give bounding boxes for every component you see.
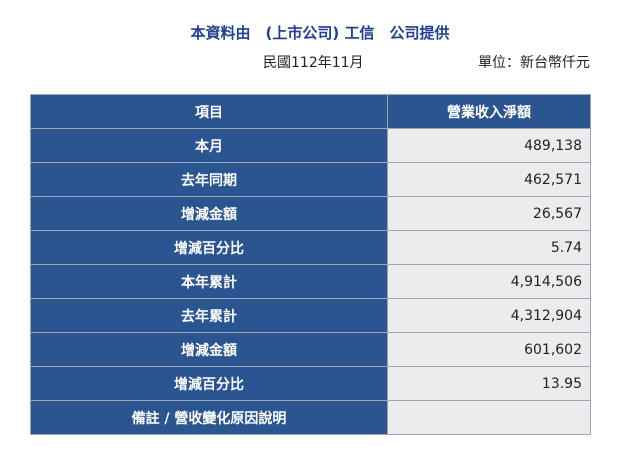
row-label: 增減百分比: [30, 230, 388, 265]
row-label: 備註 / 營收變化原因說明: [30, 400, 388, 435]
row-label: 增減金額: [30, 196, 388, 231]
table-row: 增減金額 601,602: [30, 332, 591, 367]
currency-unit: 單位：新台幣仟元: [478, 55, 590, 71]
table-row: 去年同期 462,571: [30, 162, 591, 197]
row-value: 462,571: [387, 162, 591, 197]
row-value: [387, 400, 591, 435]
row-value: 4,312,904: [387, 298, 591, 333]
row-label: 增減百分比: [30, 366, 388, 401]
table-row: 備註 / 營收變化原因說明: [30, 400, 591, 435]
column-header-net-revenue: 營業收入淨額: [387, 94, 591, 129]
row-label: 增減金額: [30, 332, 388, 367]
row-value: 13.95: [387, 366, 591, 401]
row-value: 601,602: [387, 332, 591, 367]
row-label: 本月: [30, 128, 388, 163]
table-row: 增減百分比 5.74: [30, 230, 591, 265]
table-header-row: 項目 營業收入淨額: [30, 94, 591, 129]
row-label: 去年同期: [30, 162, 388, 197]
column-header-item: 項目: [30, 94, 388, 129]
row-value: 5.74: [387, 230, 591, 265]
table-row: 本年累計 4,914,506: [30, 264, 591, 299]
report-title: 本資料由 (上市公司) 工信 公司提供: [190, 24, 450, 42]
table-row: 增減金額 26,567: [30, 196, 591, 231]
table-row: 增減百分比 13.95: [30, 366, 591, 401]
report-subheader: 民國112年11月 單位：新台幣仟元: [30, 52, 590, 72]
row-value: 489,138: [387, 128, 591, 163]
row-value: 4,914,506: [387, 264, 591, 299]
row-label: 去年累計: [30, 298, 388, 333]
row-label: 本年累計: [30, 264, 388, 299]
report-period: 民國112年11月: [263, 55, 364, 71]
row-value: 26,567: [387, 196, 591, 231]
table-row: 去年累計 4,312,904: [30, 298, 591, 333]
revenue-table: 項目 營業收入淨額 本月 489,138 去年同期 462,571 增減金額 2…: [30, 94, 591, 435]
table-row: 本月 489,138: [30, 128, 591, 163]
